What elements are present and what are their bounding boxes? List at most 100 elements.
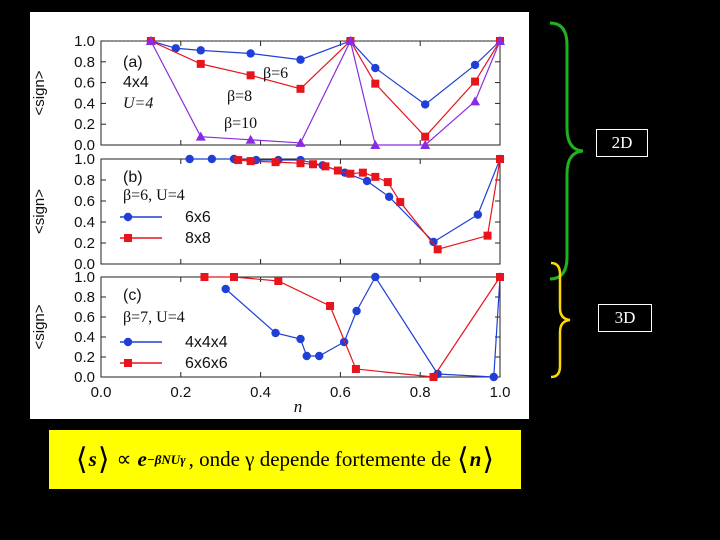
legend-c-label-0: 4x4x4 [185,334,228,351]
panel-a-series-1-line [150,40,501,138]
chart-figure: 0.0 0.2 0.4 0.6 0.8 1.0 <sign> 0.0 0.2 0.4 0.6 0.8 1… [30,12,529,419]
panel-c-ytick-label: 0.6 [74,309,95,326]
panel-a-series-2-point [345,36,356,45]
panel-b-series-1-point [271,158,280,167]
panel-a-series-1-point [371,79,380,88]
panel-b-series-1-point [333,166,342,175]
formula-base: e [137,447,147,471]
panel-c-series-0-line [225,275,501,378]
x-tick-label: 0.8 [410,384,431,401]
panel-c-series-1-point [429,373,438,381]
panel-a-series-2-point [295,137,306,147]
panel-c-series-1-point [200,273,209,281]
legend-b-marker-1 [124,234,132,242]
formula-exponent: −βNUγ [146,451,186,467]
brace-3d [550,261,571,379]
panel-c-params-label: β=7, U=4 [123,309,185,326]
panel-a-label: (a) [123,54,143,71]
panel-a-series-2-point [370,140,381,149]
panel-a-series-2-point [145,36,156,45]
panel-a-ytick-label: 0.6 [74,75,95,92]
legend-b-label-1: 8x8 [185,230,211,247]
panel-b-series-0-point [207,154,217,164]
panel-a-series-2-point [470,96,481,106]
panel-a-series-0-point [420,100,430,109]
panel-c-series-1-point [274,277,283,285]
panel-b-series-1-point [396,198,405,207]
panel-b-series-1-point [246,157,255,166]
panel-a-beta6-label: β=6 [263,65,288,82]
panel-c-series-1-point [496,273,504,281]
panel-c-frame [100,276,501,378]
panel-b-series-0-point [185,154,194,164]
panel-c-series-0-point [271,328,280,338]
panel-c-series-1-point [229,273,238,281]
panel-a-series-1-point [246,71,255,80]
panel-c-ytick-label: 0.4 [74,329,95,346]
panel-c-ytick-label: 0.2 [74,349,95,366]
panel-c-series-1-line [204,276,501,378]
panel-c-ytick-label: 0.8 [74,289,95,306]
panel-c-series-0-point [302,351,311,361]
panel-c-series-0-point [221,284,230,294]
legend-b-marker-0 [123,212,133,222]
formula-prop: ∝ [116,447,132,471]
panel-a-series-1-point [196,59,205,68]
panel-b-series-1-point [496,155,504,163]
panel-b-series-0-point [384,192,394,201]
panel-c-series-1-point [351,365,360,373]
panel-b-ytick-label: 0.6 [74,193,95,210]
panel-a-ytick-label: 1.0 [74,33,95,50]
panel-b-ytick-label: 0.0 [74,256,95,273]
panel-a-series-2-point [420,140,431,149]
x-tick-label: 0.2 [170,384,191,401]
panel-a-series-1-point [296,84,305,93]
panel-a-ylabel: <sign> [31,70,48,115]
panel-c-series-0-point [489,372,498,382]
x-tick-label: 0.6 [330,384,351,401]
panel-b-series-1-point [383,178,392,187]
panel-b-series-1-point [346,169,355,178]
panel-c-series-0-point [296,334,305,344]
panel-b-params-label: β=6, U=4 [123,187,185,204]
panel-b-ytick-label: 0.8 [74,172,95,189]
x-tick-label: 1.0 [490,384,511,401]
label-2d: 2D [596,129,648,157]
panel-b-ytick-label: 0.4 [74,214,95,231]
panel-a-ytick-label: 0.8 [74,54,95,71]
panel-a-series-0-point [246,49,255,58]
panel-c-series-0-point [315,351,324,361]
panel-a-u-label: U=4 [123,95,153,112]
panel-a-series-0-point [196,46,205,55]
panel-a-size-label: 4x4 [123,74,149,91]
panel-a-series-1-point [471,77,480,86]
panel-b-series-0-point [362,176,372,186]
panel-b-ylabel: <sign> [31,189,48,234]
legend-b-label-0: 6x6 [185,209,211,226]
panel-a-series-2-point [195,131,206,141]
panel-a-ytick-label: 0.0 [74,137,95,154]
panel-b-series-0-point [429,237,438,247]
x-tick-label: 0.0 [91,384,112,401]
panel-c-series-0-point [352,306,361,316]
panel-c-label: (c) [123,287,142,304]
panel-b-series-1-point [308,160,317,169]
panel-b-series-1-line [238,158,501,250]
formula-box: ⟨ s ⟩ ∝ e −βNUγ , onde γ depende fortemente… [49,430,521,489]
x-tick-label: 0.4 [250,384,271,401]
panel-b-series-1-point [433,245,442,254]
panel-a-series-0-point [171,44,181,53]
panel-b-series-0-point [473,210,483,219]
panel-b-series-1-point [234,156,243,165]
panel-a-ytick-label: 0.4 [74,95,95,112]
x-axis-label: n [294,397,303,416]
legend-c-label-1: 6x6x6 [185,355,228,372]
panel-a-series-2-point [495,36,505,45]
panel-b-label: (b) [123,169,143,186]
label-3d: 3D [598,304,652,332]
panel-a-series-0-point [371,63,380,73]
panel-a-series-0-point [296,55,305,64]
panel-a-beta8-label: β=8 [227,88,252,105]
panel-b-series-1-point [483,231,492,240]
panel-c-series-1-point [326,302,335,310]
